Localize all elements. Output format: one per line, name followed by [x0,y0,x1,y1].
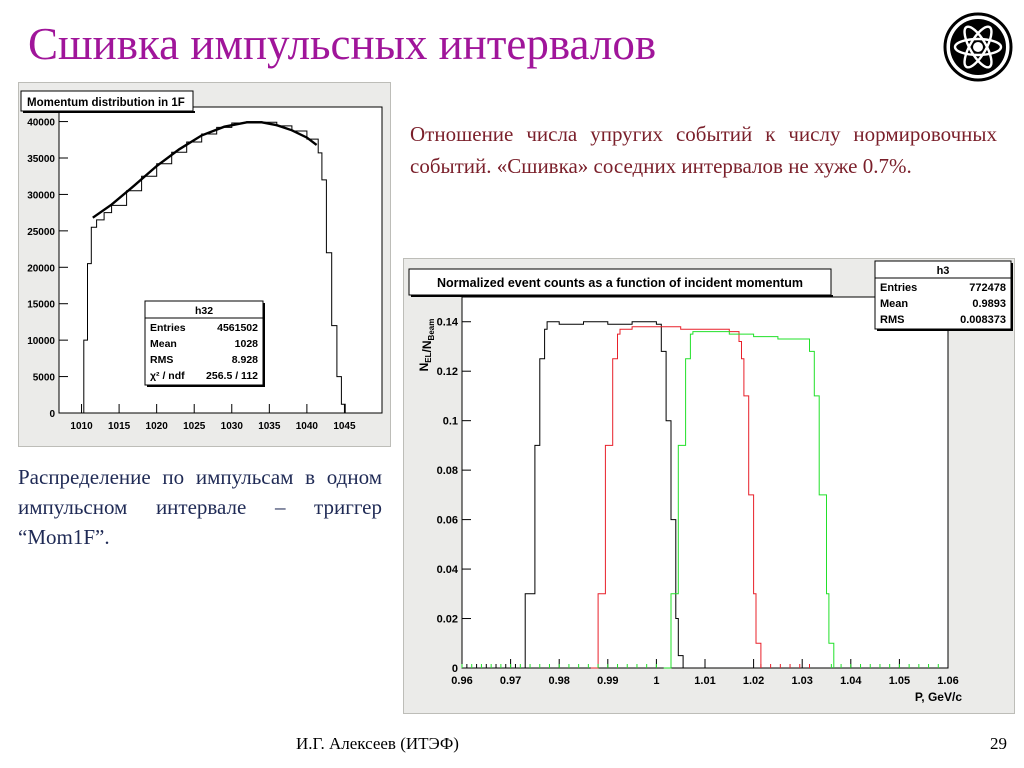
stats-box-name: h32 [195,305,213,317]
y-tick-label: 0 [452,663,458,675]
x-tick-label: 1.04 [840,675,862,687]
x-axis-label: P, GeV/c [915,690,962,704]
x-tick-label: 1.06 [937,675,958,687]
stats-row-value: 772478 [969,282,1006,294]
chart-title: Normalized event counts as a function of… [437,276,803,290]
x-tick-label: 1.02 [743,675,764,687]
x-tick-label: 1025 [183,421,206,432]
x-tick-label: 1035 [258,421,281,432]
x-tick-label: 0.99 [597,675,618,687]
x-tick-label: 0.96 [451,675,472,687]
stats-row-label: χ² / ndf [150,370,185,382]
x-tick-label: 0.98 [548,675,569,687]
stats-box [874,260,1012,330]
stats-row-label: RMS [150,354,173,366]
y-tick-label: 0.02 [437,614,458,626]
y-tick-label: 0.04 [437,564,459,576]
normalized-counts-chart: Normalized event counts as a function of… [404,259,1014,713]
y-tick-label: 10000 [27,336,55,347]
y-tick-label: 0.1 [443,416,458,428]
page-number: 29 [990,734,1007,753]
x-tick-label: 1015 [108,421,131,432]
stats-row-value: 8.928 [232,354,258,366]
stats-box-name: h3 [937,265,950,277]
stats-row-label: Entries [880,282,917,294]
series-line-0 [79,121,346,414]
series-line-2 [663,331,835,669]
y-tick-label: 0.14 [437,317,459,329]
stats-row-value: 4561502 [217,322,258,334]
normalized-counts-panel: Normalized event counts as a function of… [403,258,1015,714]
itep-atom-logo-icon [943,12,1013,82]
x-tick-label: 1 [653,675,659,687]
y-tick-label: 0 [49,409,55,420]
momentum-distribution-description: Распределение по импульсам в одном импул… [18,465,382,549]
y-tick-label: 5000 [33,373,56,384]
y-tick-label: 35000 [27,154,55,165]
fit-curve [92,121,318,219]
y-tick-label: 25000 [27,227,55,238]
stats-row-label: Mean [150,338,177,350]
stats-box [144,300,264,386]
stats-row-value: 0.008373 [960,314,1006,326]
stats-row-value: 0.9893 [972,298,1006,310]
elastic-ratio-description: Отношение числа упругих событий к числу … [410,122,997,178]
x-tick-label: 1.03 [791,675,812,687]
x-tick-label: 1040 [296,421,319,432]
x-tick-label: 1030 [221,421,244,432]
y-tick-label: 15000 [27,300,55,311]
series-line-0 [516,321,684,669]
y-tick-label: 20000 [27,263,55,274]
x-tick-label: 1.05 [889,675,910,687]
momentum-distribution-chart: Momentum distribution in 1F 0 5000 10000 15… [19,83,390,446]
y-tick-label: 40000 [27,118,55,129]
x-tick-label: 1045 [333,421,356,432]
footer-author: И.Г. Алексеев (ИТЭФ) [296,734,459,753]
stats-row-label: Entries [150,322,186,334]
stats-row-label: RMS [880,314,904,326]
y-axis-label: NEL/NBeam [417,319,436,372]
chart-title: Momentum distribution in 1F [27,97,185,109]
series-line-1 [590,326,762,669]
x-tick-label: 0.97 [500,675,521,687]
y-tick-label: 0.06 [437,515,458,527]
stats-row-value: 1028 [235,338,259,350]
stats-row-value: 256.5 / 112 [206,370,258,382]
slide-title: Сшивка импульсных интервалов [28,19,657,69]
y-tick-label: 0.08 [437,465,458,477]
y-tick-label: 0.12 [437,366,458,378]
x-tick-label: 1010 [70,421,93,432]
stats-row-label: Mean [880,298,908,310]
y-tick-label: 30000 [27,190,55,201]
x-tick-label: 1020 [146,421,169,432]
momentum-distribution-panel: Momentum distribution in 1F 0 5000 10000 15… [18,82,391,447]
x-tick-label: 1.01 [694,675,715,687]
